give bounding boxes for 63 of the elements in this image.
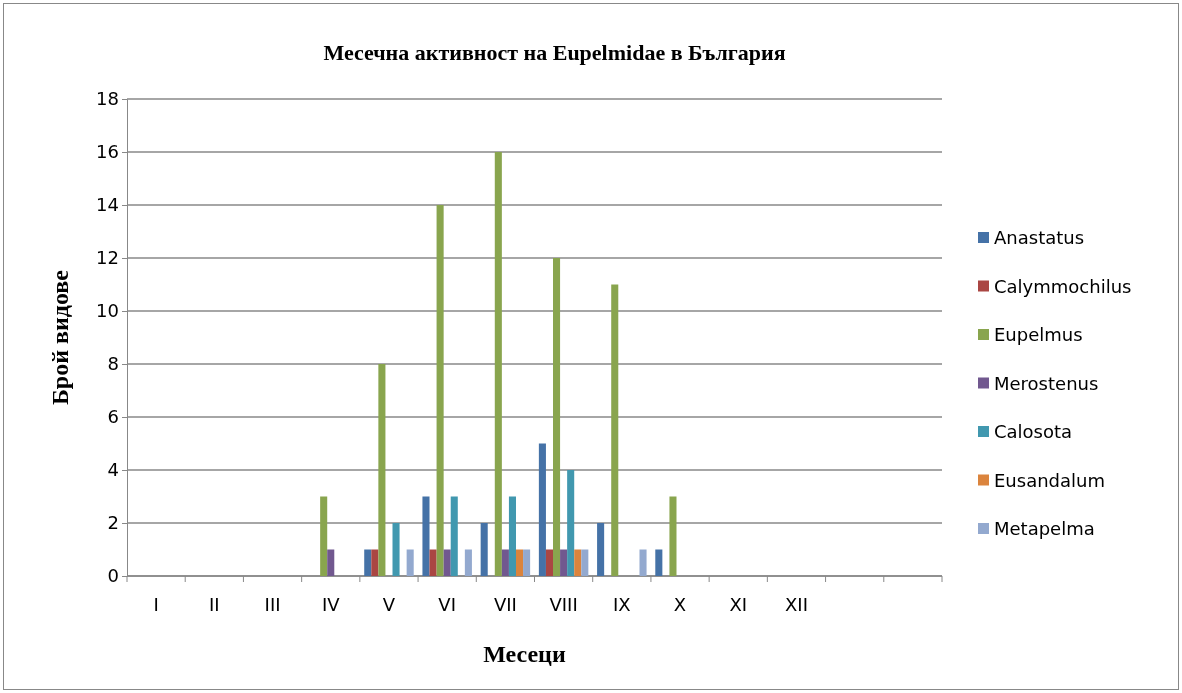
x-tick-label: V [382, 593, 396, 615]
x-tick-label: VIII [549, 593, 578, 615]
bar [567, 470, 575, 576]
bar [406, 549, 414, 576]
bar [581, 549, 589, 576]
y-tick-label: 2 [107, 512, 119, 534]
bar [436, 205, 444, 576]
legend-label: Calymmochilus [994, 275, 1132, 297]
bar [371, 549, 379, 576]
bar [464, 549, 472, 576]
legend-label: Eusandalum [994, 469, 1105, 491]
bar [429, 549, 437, 576]
bar [494, 152, 502, 576]
bar [508, 496, 516, 576]
x-tick-label: XII [784, 593, 808, 615]
bar [422, 496, 430, 576]
bar [364, 549, 372, 576]
legend-label: Merostenus [994, 372, 1099, 394]
bar [392, 523, 400, 576]
legend-label: Metapelma [994, 518, 1095, 539]
y-tick-label: 8 [107, 353, 119, 375]
bar [480, 523, 488, 576]
x-tick-label: III [264, 593, 281, 615]
bar [320, 496, 328, 576]
bar [523, 549, 531, 576]
bar [443, 549, 451, 576]
bar [501, 549, 509, 576]
y-tick-label: 0 [107, 565, 119, 587]
bar [378, 364, 386, 576]
y-tick-label: 14 [96, 194, 119, 216]
bar [538, 443, 546, 576]
x-tick-label: XI [729, 593, 748, 615]
bar [545, 549, 553, 576]
y-tick-label: 6 [107, 406, 119, 428]
y-tick-label: 10 [96, 300, 119, 322]
bar [574, 549, 582, 576]
bar [611, 284, 619, 576]
x-tick-label: IV [321, 593, 341, 615]
bar [553, 258, 561, 576]
bar [597, 523, 605, 576]
y-tick-label: 12 [96, 247, 119, 269]
bar [450, 496, 458, 576]
chart-title: Месечна активност на Eupelmidae в България [323, 40, 786, 65]
bar [655, 549, 663, 576]
bar [669, 496, 677, 576]
x-tick-label: VII [493, 593, 517, 615]
bar [639, 549, 647, 576]
x-tick-label: II [209, 593, 220, 615]
y-tick-label: 18 [96, 88, 119, 110]
legend-label: Calosota [994, 421, 1073, 442]
legend-label: Eupelmus [994, 324, 1083, 345]
x-tick-label: IX [613, 593, 631, 615]
bar [516, 549, 524, 576]
bar [327, 549, 335, 576]
bar [560, 549, 568, 576]
x-tick-label: I [153, 593, 159, 615]
x-tick-label: VI [438, 593, 456, 615]
y-axis-title: Брой видове [47, 269, 73, 405]
x-tick-label: X [673, 593, 687, 615]
y-tick-label: 16 [96, 141, 119, 163]
x-axis-title: Месеци [483, 641, 566, 667]
legend-label: Anastatus [994, 227, 1085, 248]
y-tick-label: 4 [107, 459, 119, 481]
